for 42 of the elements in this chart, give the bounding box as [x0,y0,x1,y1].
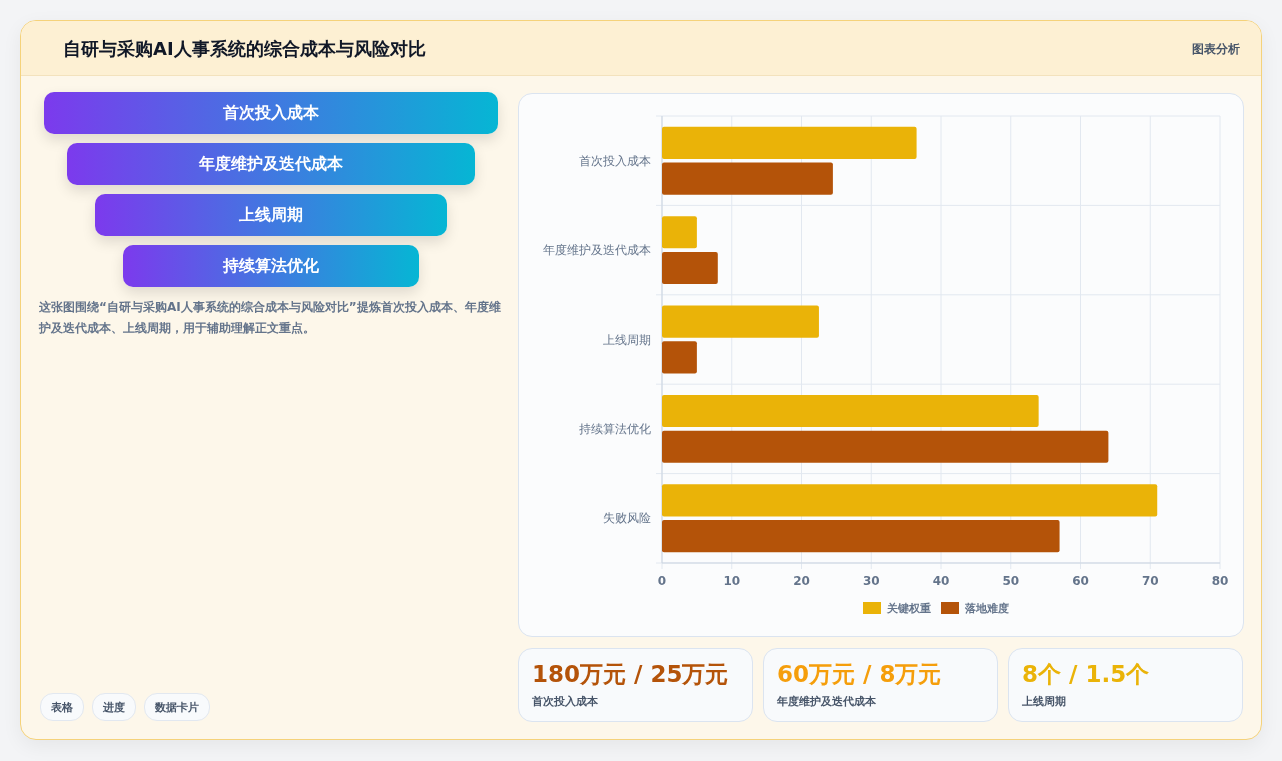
bar [662,216,697,249]
y-tick-label: 首次投入成本 [579,153,651,168]
y-tick-label: 年度维护及迭代成本 [543,243,651,258]
text: 首次投入成本 [532,694,598,709]
x-tick-label: 50 [1002,574,1020,588]
bar [662,305,819,338]
text: 图表分析 [1192,41,1240,58]
bar [662,430,1109,463]
category-label: 60万元 / 8万元 [777,660,942,689]
x-tick-label: 20 [793,574,810,588]
x-tick-label: 10 [723,574,741,588]
text: 上线周期 [1022,694,1066,709]
text: 表格 [40,693,84,721]
y-tick-label: 失败风险 [603,511,651,526]
category-label: 持续算法优化 [123,245,419,287]
y-tick-label: 持续算法优化 [579,421,651,436]
category-label: 8个 / 1.5个 [1022,660,1150,689]
category-label: 首次投入成本 [44,92,498,134]
text: 这张图围绕“自研与采购AI人事系统的综合成本与风险对比”提炼首次投入成本、年度维护及迭代成本、上线周期，用于辅助理解正文重点。 [39,299,502,337]
bar [662,251,718,285]
x-tick-label: 60 [1072,574,1089,588]
bar [662,162,833,195]
x-tick-label: 80 [1211,574,1229,588]
y-tick-label: 上线周期 [603,332,651,347]
category-label: 年度维护及迭代成本 [67,143,475,185]
legend-label: 落地难度 [964,602,1009,615]
x-tick-label: 70 [1141,574,1159,588]
category-label: 上线周期 [95,194,447,236]
text: 数据卡片 [144,693,210,721]
bar [662,520,1060,553]
text: 年度维护及迭代成本 [777,694,876,709]
bar [662,394,1039,428]
bar [662,126,917,159]
x-tick-label: 30 [862,574,880,588]
text: 进度 [92,693,136,721]
legend-label: 关键权重 [886,602,931,615]
x-tick-label: 0 [657,574,667,588]
text: 自研与采购AI人事系统的综合成本与风险对比 [63,37,426,61]
category-label: 180万元 / 25万元 [532,660,729,689]
bar [662,341,697,374]
x-tick-label: 40 [932,574,950,588]
bar [662,484,1158,517]
